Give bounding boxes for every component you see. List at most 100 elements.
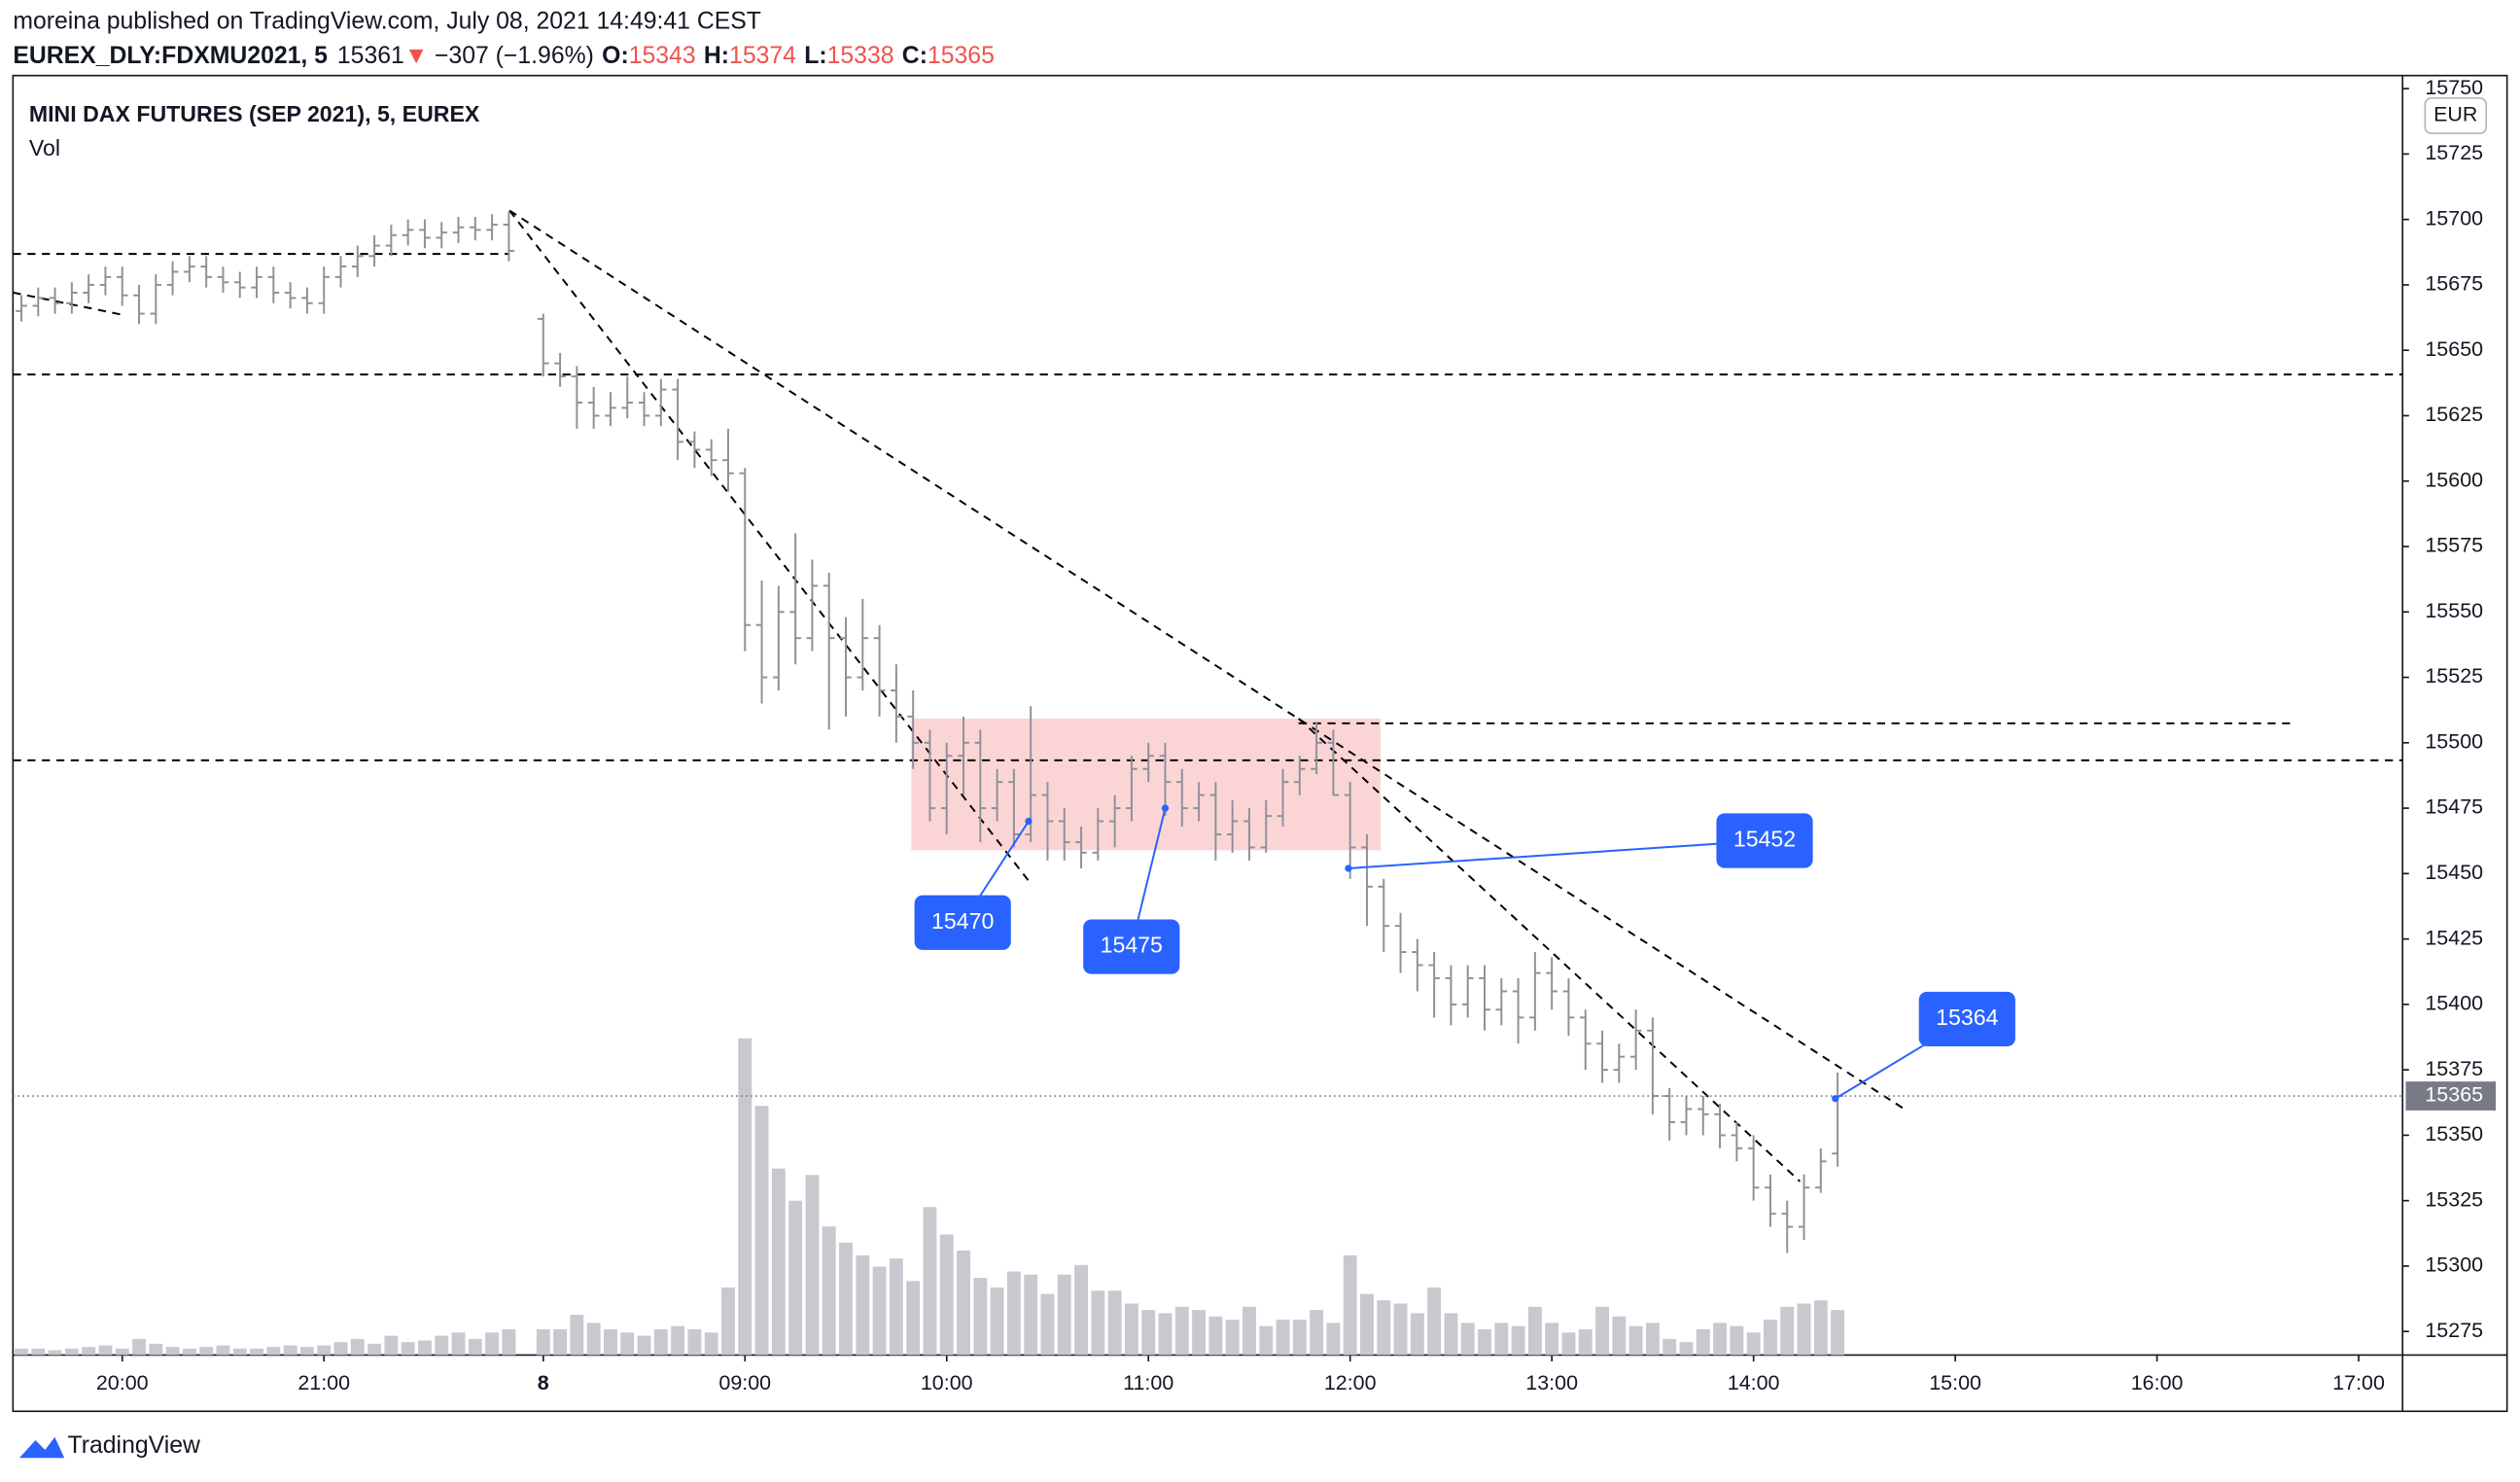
volume-bar (350, 1338, 365, 1356)
low: 15338 (827, 42, 894, 68)
volume-bar (266, 1347, 281, 1356)
ohlc-bar (200, 256, 212, 288)
last: 15361 (337, 42, 404, 68)
ohlc-bar (1126, 756, 1138, 822)
y-tick-label: 15425 (2425, 926, 2483, 949)
ohlc-bar (672, 378, 683, 461)
volume-bar (1545, 1323, 1559, 1356)
volume-label: Vol (29, 135, 60, 160)
ohlc-bar (1680, 1096, 1693, 1136)
y-tick-label: 15375 (2425, 1057, 2483, 1080)
volume-bar (536, 1328, 550, 1356)
callout-label: 15475 (1101, 933, 1163, 958)
volume-bar (451, 1332, 466, 1356)
ohlc-bar (924, 729, 936, 822)
ohlc-bar (1781, 1200, 1794, 1253)
open-label: O: (602, 42, 629, 68)
drawings (13, 209, 2403, 1182)
ohlc-bar (83, 274, 94, 303)
volume-bar (1393, 1303, 1408, 1356)
y-tick-label: 15350 (2425, 1122, 2483, 1146)
x-tick-label: 11:00 (1123, 1371, 1173, 1394)
y-tick-label: 15625 (2425, 403, 2483, 426)
volume-bar (132, 1338, 146, 1356)
volume-bar (401, 1342, 415, 1356)
volume-bar (1813, 1300, 1828, 1356)
x-tick-label: 20:00 (96, 1371, 149, 1394)
volume-bar (1612, 1316, 1627, 1356)
volume-bar (939, 1234, 954, 1356)
ohlc-bar (873, 624, 886, 717)
y-tick-label: 15550 (2425, 599, 2483, 622)
ohlc-bar (1697, 1096, 1709, 1136)
brand-logo (18, 1436, 65, 1459)
volume-bar (115, 1348, 129, 1356)
x-tick-label: 17:00 (2332, 1371, 2385, 1394)
volume-bar (856, 1254, 870, 1356)
volume-bar (1494, 1323, 1509, 1356)
volume-bar (1074, 1264, 1089, 1356)
ohlc-bar (789, 533, 801, 665)
ohlc-bar (655, 378, 667, 427)
volume-bar (1831, 1310, 1845, 1356)
ohlc-bar (1461, 965, 1474, 1018)
ohlc-bar (907, 689, 919, 769)
ohlc-bar (1008, 768, 1020, 848)
volume-bar (1225, 1320, 1240, 1356)
y-tick-label: 15400 (2425, 992, 2483, 1015)
volume-bar (384, 1335, 399, 1356)
ohlc-bar (773, 585, 785, 690)
volume-bar (1091, 1290, 1105, 1356)
close: 15365 (928, 42, 995, 68)
volume-bar (1679, 1342, 1694, 1356)
ohlc-bar (184, 256, 195, 283)
volume-bar (805, 1175, 820, 1356)
y-tick-label: 15700 (2425, 206, 2483, 229)
volume-bar (1427, 1287, 1442, 1356)
trend-line (508, 209, 1906, 1111)
volume-bar (165, 1347, 180, 1356)
x-tick-label: 8 (538, 1371, 549, 1394)
ohlc-bar (1629, 1009, 1642, 1071)
ohlc-bar (1361, 833, 1373, 927)
ohlc-bar (1613, 1043, 1626, 1083)
ohlc-bar (402, 219, 414, 246)
currency-box[interactable] (2424, 97, 2488, 135)
volume-bar (1024, 1274, 1038, 1356)
high: 15374 (729, 42, 796, 68)
x-tick-label: 21:00 (298, 1371, 350, 1394)
volume-bar (1343, 1254, 1357, 1356)
callout-point (1832, 1095, 1839, 1103)
ohlc-bar (1260, 799, 1273, 853)
volume-bar (1276, 1320, 1290, 1356)
volume-bar (671, 1325, 685, 1356)
volume-bar (333, 1342, 348, 1356)
ohlc-bar (503, 211, 515, 262)
volume-bar (738, 1038, 752, 1356)
ohlc-bar (66, 282, 78, 314)
volume-bar (586, 1323, 601, 1356)
ohlc-bar (857, 598, 869, 690)
ohlc-bar (301, 287, 313, 314)
volume-bar (1192, 1310, 1207, 1356)
volume-bar (299, 1347, 314, 1356)
volume-bar (283, 1345, 298, 1356)
ohlc-bar (1714, 1104, 1726, 1148)
volume-bar (1645, 1323, 1660, 1356)
volume-bar (822, 1226, 836, 1356)
ohlc-bar (368, 234, 380, 267)
volume-bar (754, 1106, 769, 1356)
volume-bar (1259, 1325, 1274, 1356)
volume-bar (502, 1328, 516, 1356)
chart-title: MINI DAX FUTURES (SEP 2021), 5, EUREX (29, 101, 480, 126)
volume-bar (1780, 1306, 1795, 1356)
volume-bar (149, 1343, 163, 1356)
volume-bar (653, 1328, 668, 1356)
ohlc-bar (1479, 965, 1490, 1031)
ohlc-bar (1596, 1030, 1608, 1083)
volume-bar (687, 1328, 702, 1356)
volume-bar (1478, 1328, 1491, 1356)
callout-label: 15364 (1936, 1005, 1998, 1030)
ohlc-bar (638, 392, 650, 427)
